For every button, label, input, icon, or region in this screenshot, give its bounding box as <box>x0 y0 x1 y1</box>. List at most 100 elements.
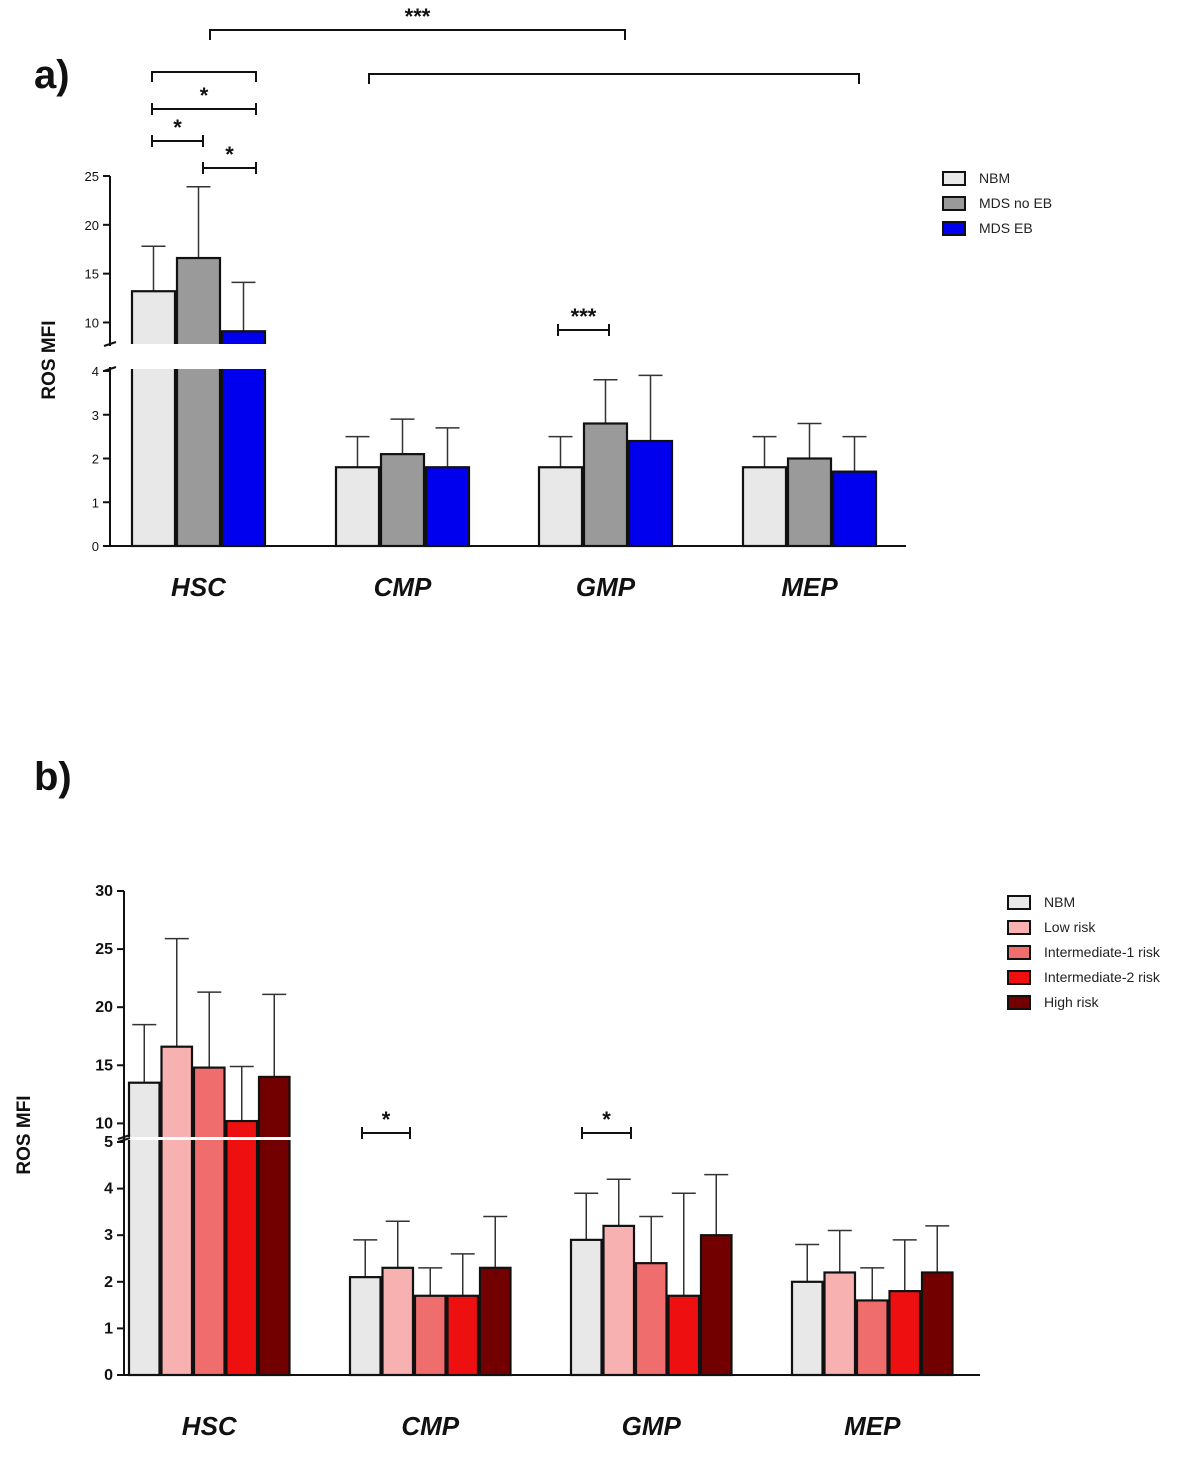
bar-cmp-4 <box>478 1266 512 1377</box>
significance-label-4: * <box>173 115 182 140</box>
category-label-gmp: GMP <box>622 1411 682 1441</box>
significance-label-1: * <box>602 1107 611 1132</box>
bar-hsc-0 <box>127 1081 161 1377</box>
legend-swatch-4 <box>1007 995 1031 1010</box>
legend-label-0: NBM <box>979 170 1010 186</box>
y-tick-label: 15 <box>85 267 99 282</box>
bar-hsc-3 <box>225 1119 259 1377</box>
significance-bracket-5 <box>202 162 257 174</box>
y-tick-label: 1 <box>92 495 99 510</box>
significance-label-3: * <box>200 83 209 108</box>
y-tick-label: 10 <box>95 1115 113 1132</box>
bar-hsc-4 <box>257 1075 291 1377</box>
axis-break-mark-top <box>117 1134 131 1140</box>
significance-bracket-4 <box>151 135 204 147</box>
legend-swatch-2 <box>1007 945 1031 960</box>
significance-label-0: * <box>382 1107 391 1132</box>
y-tick-label: 30 <box>95 883 113 900</box>
y-tick-label: 2 <box>104 1274 113 1291</box>
bar-mep-2 <box>855 1299 889 1377</box>
panel-b: b) HSC CMP GMP MEP 0 1 2 3 4 5 10 15 20 25 30 ROS MFI *… <box>14 755 1161 1441</box>
category-label-mep: MEP <box>844 1411 901 1441</box>
bar-mep-4 <box>920 1271 954 1377</box>
significance-bracket-0 <box>361 1127 411 1139</box>
panel-a-label: a) <box>34 53 70 97</box>
legend-label-2: Intermediate-1 risk <box>1044 944 1161 960</box>
y-tick-label: 0 <box>104 1367 113 1384</box>
y-tick-label: 3 <box>92 408 99 423</box>
y-tick-label: 25 <box>95 941 113 958</box>
legend-swatch-1 <box>1007 920 1031 935</box>
legend-swatch-3 <box>1007 970 1031 985</box>
bar-hsc-2 <box>192 1066 226 1377</box>
y-tick-label: 1 <box>104 1320 113 1337</box>
bar-hsc-1 <box>175 256 222 548</box>
y-axis-label: ROS MFI <box>39 320 60 399</box>
y-tick-label: 0 <box>92 539 99 554</box>
bar-hsc-1 <box>160 1045 194 1377</box>
significance-bracket-2 <box>151 71 257 82</box>
bar-cmp-2 <box>413 1294 447 1377</box>
significance-bracket-3 <box>151 103 257 115</box>
bar-gmp-2 <box>627 439 674 548</box>
y-tick-label: 4 <box>92 364 99 379</box>
category-label-gmp: GMP <box>576 572 636 602</box>
legend-swatch-0 <box>942 171 966 186</box>
bar-mep-0 <box>741 466 788 548</box>
significance-bracket-6 <box>557 324 610 336</box>
significance-label-0: *** <box>405 4 431 29</box>
bar-mep-2 <box>831 470 878 548</box>
bar-gmp-0 <box>537 466 584 548</box>
category-label-hsc: HSC <box>182 1411 238 1441</box>
significance-label-5: * <box>225 142 234 167</box>
bar-mep-3 <box>888 1290 922 1377</box>
y-tick-label: 20 <box>85 218 99 233</box>
legend-swatch-0 <box>1007 895 1031 910</box>
significance-bracket-1 <box>368 73 860 84</box>
panel-b-label: b) <box>34 755 72 799</box>
category-label-cmp: CMP <box>401 1411 459 1441</box>
significance-label-6: *** <box>571 304 597 329</box>
bar-cmp-3 <box>446 1294 480 1377</box>
significance-bracket-0 <box>209 29 626 40</box>
category-label-cmp: CMP <box>374 572 432 602</box>
bar-mep-1 <box>786 457 833 548</box>
bar-cmp-2 <box>424 466 471 548</box>
bar-gmp-4 <box>699 1234 733 1377</box>
category-label-mep: MEP <box>781 572 838 602</box>
y-tick-label: 15 <box>95 1057 113 1074</box>
y-tick-label: 25 <box>85 169 99 184</box>
bar-gmp-0 <box>569 1238 603 1377</box>
axis-break-mark-top <box>103 341 117 347</box>
bar-gmp-2 <box>634 1262 668 1377</box>
bar-cmp-1 <box>379 453 426 548</box>
bar-mep-0 <box>790 1280 824 1377</box>
legend-label-1: MDS no EB <box>979 195 1052 211</box>
legend-swatch-1 <box>942 196 966 211</box>
legend-label-3: Intermediate-2 risk <box>1044 969 1161 985</box>
y-tick-label: 10 <box>85 315 99 330</box>
y-axis-label: ROS MFI <box>14 1095 35 1174</box>
axis-break-band <box>96 344 912 369</box>
bar-gmp-1 <box>582 422 629 548</box>
y-tick-label: 4 <box>104 1181 113 1198</box>
bar-hsc-0 <box>130 290 177 548</box>
y-tick-label: 2 <box>92 452 99 467</box>
bar-mep-1 <box>823 1271 857 1377</box>
significance-bracket-1 <box>581 1127 632 1139</box>
legend-label-2: MDS EB <box>979 220 1033 236</box>
category-label-hsc: HSC <box>171 572 227 602</box>
legend-label-0: NBM <box>1044 894 1075 910</box>
y-tick-label: 20 <box>95 999 113 1016</box>
bar-cmp-0 <box>334 466 381 548</box>
bar-gmp-1 <box>602 1224 636 1377</box>
legend-swatch-2 <box>942 221 966 236</box>
bar-cmp-0 <box>348 1276 382 1377</box>
axis-break-band <box>110 1137 986 1140</box>
bar-cmp-1 <box>381 1266 415 1377</box>
legend-label-1: Low risk <box>1044 919 1096 935</box>
y-tick-label: 5 <box>104 1134 113 1151</box>
y-tick-label: 3 <box>104 1227 113 1244</box>
